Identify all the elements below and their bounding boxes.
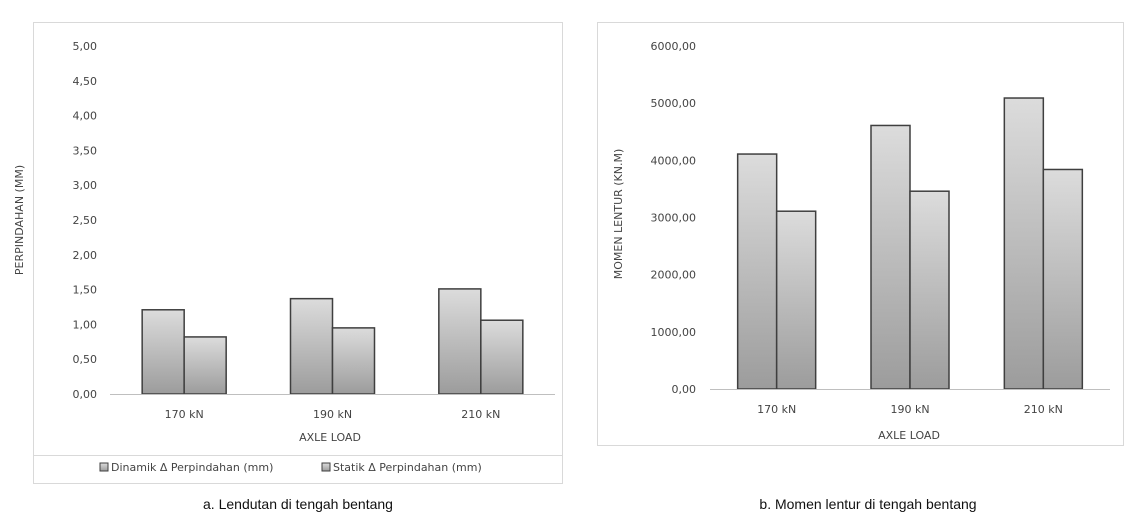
caption-a: a. Lendutan di tengah bentang xyxy=(203,496,393,512)
caption-b: b. Momen lentur di tengah bentang xyxy=(759,496,976,512)
chart-b-bar-dinamik xyxy=(736,153,778,390)
chart-a-y-tick-label: 3,00 xyxy=(73,179,98,192)
chart-b-y-tick-label: 4000,00 xyxy=(651,154,697,167)
chart-a-y-tick-label: 3,50 xyxy=(73,144,98,157)
chart-a-y-tick-label: 0,50 xyxy=(73,353,98,366)
chart-a-y-tick-label: 1,00 xyxy=(73,318,98,331)
chart-a-y-tick-label: 2,00 xyxy=(73,249,98,262)
chart-a-bar-statik xyxy=(183,336,227,395)
chart-b-bar-statik xyxy=(775,210,817,390)
chart-b-plot: 0,00 1000,00 2000,00 3000,00 4000,00 5000,00 6… xyxy=(651,40,1110,416)
legend-swatch-dinamik xyxy=(99,462,109,472)
chart-b-y-tick-label: 1000,00 xyxy=(651,326,697,339)
chart-a-x-tick-label: 210 kN xyxy=(461,408,500,421)
chart-a-plot: 0,00 0,50 1,00 1,50 2,00 2,50 3,00 3,50 4,00 4,50… xyxy=(73,40,555,421)
chart-a-bar-statik xyxy=(331,327,376,395)
chart-b-bar-dinamik xyxy=(870,124,911,390)
chart-a-y-tick-label: 4,50 xyxy=(73,75,98,88)
chart-b-x-tick-label: 190 kN xyxy=(890,403,929,416)
chart-a-y-axis-title: PERPINDAHAN (MM) xyxy=(13,165,26,275)
chart-b-y-tick-label: 5000,00 xyxy=(651,97,697,110)
chart-b-bar-dinamik xyxy=(1003,97,1045,390)
chart-a-bar-dinamik xyxy=(438,288,482,395)
chart-a-x-tick-label: 170 kN xyxy=(165,408,204,421)
chart-a-legend: Dinamik Δ Perpindahan (mm) Statik Δ Perp… xyxy=(99,461,482,474)
chart-b-bar-statik xyxy=(1042,168,1084,390)
chart-b-x-tick-label: 210 kN xyxy=(1024,403,1063,416)
chart-b-x-axis-title: AXLE LOAD xyxy=(878,429,940,442)
chart-b-y-tick-label: 0,00 xyxy=(672,383,697,396)
chart-b-y-tick-label: 3000,00 xyxy=(651,212,697,225)
chart-a-bar-dinamik xyxy=(141,309,185,395)
chart-a-bar-statik xyxy=(480,319,524,395)
chart-b-y-tick-label: 2000,00 xyxy=(651,269,697,282)
chart-a-y-tick-label: 5,00 xyxy=(73,40,98,53)
chart-a-x-tick-label: 190 kN xyxy=(313,408,352,421)
legend-label-dinamik: Dinamik Δ Perpindahan (mm) xyxy=(111,461,273,474)
chart-a-bar-dinamik xyxy=(289,297,334,395)
chart-a-x-axis-title: AXLE LOAD xyxy=(299,431,361,444)
legend-label-statik: Statik Δ Perpindahan (mm) xyxy=(333,461,482,474)
chart-a-frame xyxy=(33,22,563,484)
chart-b-x-tick-label: 170 kN xyxy=(757,403,796,416)
chart-b-y-axis-title: MOMEN LENTUR (KN.M) xyxy=(612,149,625,280)
chart-b-frame xyxy=(597,22,1124,446)
chart-b-bar-statik xyxy=(909,190,950,390)
chart-a-y-tick-label: 2,50 xyxy=(73,214,98,227)
legend-swatch-statik xyxy=(321,462,331,472)
chart-b-y-tick-label: 6000,00 xyxy=(651,40,697,53)
chart-a-y-tick-label: 0,00 xyxy=(73,388,98,401)
chart-a-y-tick-label: 1,50 xyxy=(73,284,98,297)
chart-a-y-tick-label: 4,00 xyxy=(73,110,98,123)
